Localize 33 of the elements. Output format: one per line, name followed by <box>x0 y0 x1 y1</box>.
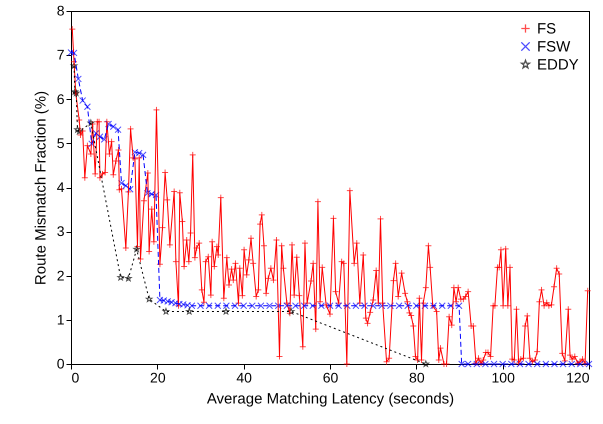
x-tick-label: 80 <box>409 370 425 386</box>
point <box>162 308 170 314</box>
y-tick-label: 5 <box>56 134 65 151</box>
y-tick-label: 0 <box>56 356 65 372</box>
point <box>422 360 430 367</box>
point <box>288 308 295 314</box>
x-tick-label: 120 <box>566 370 590 386</box>
point <box>186 308 193 314</box>
point <box>74 126 81 133</box>
x-tick-label: 60 <box>322 370 338 386</box>
x-tick-label: 40 <box>236 370 252 386</box>
point <box>146 296 152 302</box>
y-axis-title: Route Mismatch Fraction (%) <box>32 90 50 286</box>
legend-label: FS <box>537 20 556 38</box>
point <box>133 246 140 252</box>
point <box>125 274 132 282</box>
y-tick-label: 7 <box>56 46 65 63</box>
point <box>117 274 124 280</box>
y-tick-label: 6 <box>56 90 65 107</box>
point <box>76 128 83 134</box>
x-axis-title: Average Matching Latency (seconds) <box>206 390 454 408</box>
y-tick-label: 3 <box>56 223 65 240</box>
point <box>70 62 78 69</box>
y-tick-label: 1 <box>56 311 65 328</box>
legend-label: EDDY <box>537 56 579 74</box>
y-tick-label: 8 <box>56 2 65 18</box>
x-tick-label: 0 <box>72 370 80 386</box>
x-tick-label: 20 <box>150 370 166 386</box>
x-tick-label: 100 <box>491 370 516 386</box>
y-tick-label: 2 <box>56 267 65 284</box>
y-tick-label: 4 <box>56 179 65 195</box>
point <box>222 308 230 314</box>
legend-label: FSW <box>537 38 572 56</box>
